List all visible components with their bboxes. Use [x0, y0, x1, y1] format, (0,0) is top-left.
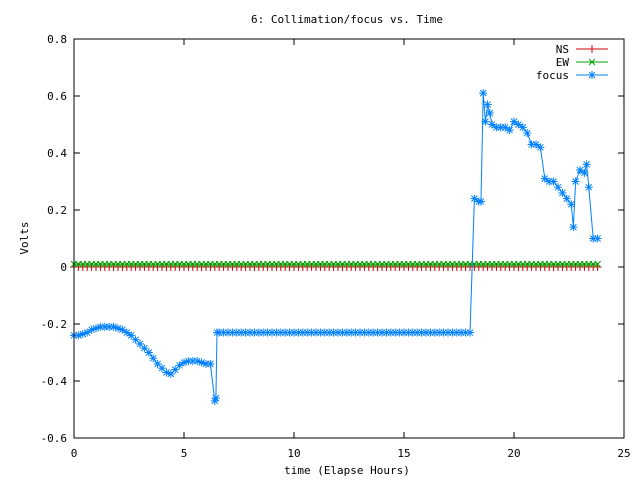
data-point: [83, 328, 92, 337]
plot-frame: [73, 38, 625, 439]
data-point: [532, 140, 540, 149]
data-point: [588, 58, 596, 66]
data-point: [501, 123, 510, 132]
x-tick-label: 10: [287, 447, 300, 460]
data-point: [118, 325, 127, 334]
data-point: [477, 197, 485, 206]
data-point: [180, 358, 188, 367]
x-tick-label: 15: [397, 447, 410, 460]
legend-item-ns: NS: [556, 43, 608, 56]
data-point: [514, 120, 523, 129]
data-point: [562, 194, 571, 203]
data-point: [558, 188, 567, 197]
chart-title: 6: Collimation/focus vs. Time: [251, 13, 443, 26]
data-point: [580, 168, 589, 177]
x-axis-label: time (Elapse Hours): [284, 464, 410, 477]
x-tick-label: 25: [617, 447, 630, 460]
y-axis-label: Volts: [18, 221, 31, 254]
legend-label: focus: [536, 69, 569, 82]
data-point: [74, 331, 83, 340]
x-tick-label: 0: [71, 447, 78, 460]
legend-label: NS: [556, 43, 569, 56]
y-tick-label: -0.4: [41, 375, 68, 388]
data-point: [523, 129, 532, 138]
legend-item-ew: EW: [556, 56, 608, 69]
data-point: [549, 177, 558, 186]
data-point: [488, 120, 496, 129]
data-point: [588, 45, 596, 53]
series-layer: [70, 89, 602, 405]
data-point: [211, 394, 220, 403]
data-point: [131, 335, 140, 344]
legend-label: EW: [556, 56, 570, 69]
data-point: [593, 234, 602, 243]
data-point: [466, 328, 474, 337]
y-tick-label: -0.2: [41, 318, 68, 331]
data-point: [569, 223, 578, 232]
data-point: [470, 194, 479, 203]
data-point: [485, 109, 494, 118]
y-tick-label: 0: [60, 261, 67, 274]
data-point: [483, 100, 492, 109]
data-point: [127, 331, 136, 340]
y-tick-label: 0.4: [47, 147, 67, 160]
data-point: [510, 117, 518, 126]
x-tick-label: 5: [181, 447, 188, 460]
data-point: [518, 123, 527, 132]
y-tick-label: 0.2: [47, 204, 67, 217]
data-point: [505, 126, 514, 135]
data-point: [122, 328, 131, 337]
data-point: [540, 174, 549, 183]
data-point: [175, 361, 184, 370]
data-point: [588, 71, 596, 79]
series-ew: [70, 260, 601, 268]
data-point: [479, 89, 488, 98]
data-point: [554, 183, 562, 192]
data-point: [149, 354, 158, 363]
data-point: [206, 359, 215, 368]
data-point: [571, 177, 580, 186]
data-point: [582, 160, 591, 169]
data-point: [594, 260, 601, 268]
data-point: [576, 166, 584, 175]
data-point: [481, 117, 490, 126]
data-point: [536, 143, 545, 152]
data-point: [584, 183, 593, 192]
y-tick-label: 0.8: [47, 33, 67, 46]
data-point: [144, 348, 153, 357]
legend-item-focus: focus: [536, 69, 608, 82]
data-point: [325, 328, 334, 337]
x-tick-label: 20: [507, 447, 520, 460]
y-tick-label: 0.6: [47, 90, 67, 103]
y-tick-label: -0.6: [41, 432, 68, 445]
data-point: [567, 200, 576, 209]
series-focus: [70, 89, 602, 405]
